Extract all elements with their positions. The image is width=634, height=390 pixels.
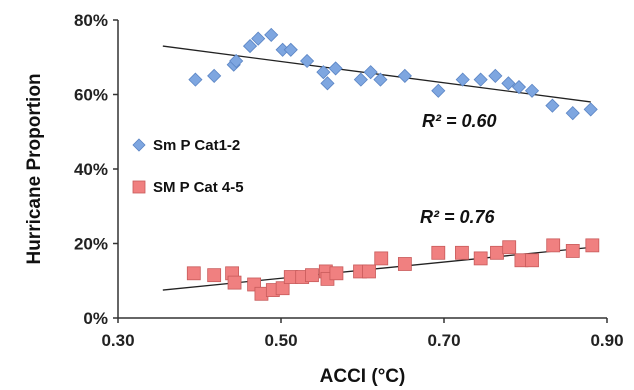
trendline-series-1 bbox=[162, 45, 591, 103]
data-point-series-1 bbox=[488, 68, 503, 83]
data-point-series-1 bbox=[300, 53, 315, 69]
y-tick-label: 60% bbox=[74, 86, 108, 105]
data-point-series-1 bbox=[583, 102, 598, 117]
data-point-series-1 bbox=[353, 72, 368, 87]
data-point-series-1 bbox=[283, 42, 298, 57]
r-squared-labels: R² = 0.60 R² = 0.76 bbox=[420, 111, 497, 227]
x-axis-title: ACCI (°C) bbox=[320, 366, 406, 387]
data-point-series-1 bbox=[565, 106, 580, 121]
data-point-series-2 bbox=[362, 264, 376, 279]
x-tick-label: 0.90 bbox=[590, 331, 623, 350]
x-tick-label: 0.50 bbox=[264, 331, 297, 350]
data-point-series-1 bbox=[501, 76, 516, 91]
y-tick-label: 80% bbox=[74, 11, 108, 30]
data-point-series-1 bbox=[363, 65, 378, 80]
data-point-series-1 bbox=[251, 31, 266, 46]
legend: Sm P Cat1-2 SM P Cat 4-5 bbox=[132, 137, 244, 196]
data-point-series-1 bbox=[431, 83, 446, 98]
data-point-series-1 bbox=[524, 83, 540, 98]
data-point-series-2 bbox=[374, 251, 389, 266]
data-point-series-1 bbox=[545, 98, 560, 113]
data-point-series-2 bbox=[585, 238, 600, 253]
data-point-series-2 bbox=[455, 245, 469, 260]
data-point-series-2 bbox=[525, 253, 539, 268]
data-point-series-1 bbox=[511, 79, 527, 95]
data-point-series-1 bbox=[207, 68, 222, 83]
data-point-series-1 bbox=[373, 72, 388, 87]
x-tick-label: 0.30 bbox=[101, 331, 134, 350]
legend-marker-series-2 bbox=[132, 180, 146, 194]
data-point-series-2 bbox=[186, 266, 201, 281]
legend-marker-series-1 bbox=[132, 138, 146, 152]
data-point-series-2 bbox=[565, 244, 580, 258]
data-point-series-2 bbox=[275, 281, 290, 296]
x-tick-label: 0.70 bbox=[427, 331, 460, 350]
data-point-series-2 bbox=[490, 245, 504, 260]
data-point-series-1 bbox=[397, 68, 412, 83]
data-point-series-1 bbox=[320, 76, 335, 91]
data-point-series-1 bbox=[328, 61, 343, 76]
data-point-series-2 bbox=[431, 245, 446, 260]
tick-labels: 0% 20% 40% 60% 80% 0.30 0.50 0.70 0.90 bbox=[74, 11, 624, 350]
r-squared-label-series-1: R² = 0.60 bbox=[422, 111, 497, 131]
r-squared-label-series-2: R² = 0.76 bbox=[420, 207, 496, 227]
axes bbox=[113, 19, 608, 323]
data-point-series-2 bbox=[305, 268, 319, 283]
data-point-series-1 bbox=[188, 72, 203, 87]
y-axis-title: Hurricane Proportion bbox=[24, 73, 45, 264]
data-point-series-1 bbox=[242, 39, 258, 54]
data-point-series-1 bbox=[473, 72, 488, 87]
data-point-series-1 bbox=[229, 53, 244, 69]
legend-label-series-1: Sm P Cat1-2 bbox=[153, 137, 240, 154]
data-point-series-2 bbox=[207, 268, 222, 283]
data-point-series-1 bbox=[264, 27, 279, 42]
data-point-series-1 bbox=[455, 72, 470, 87]
legend-label-series-2: SM P Cat 4-5 bbox=[153, 179, 244, 196]
data-point-series-2 bbox=[329, 266, 344, 281]
data-point-series-2 bbox=[502, 240, 517, 255]
y-tick-label: 40% bbox=[74, 160, 108, 179]
y-tick-label: 20% bbox=[74, 235, 108, 254]
data-point-series-2 bbox=[227, 275, 242, 290]
data-points bbox=[186, 27, 600, 301]
data-point-series-2 bbox=[397, 257, 412, 271]
y-tick-label: 0% bbox=[83, 309, 108, 328]
data-point-series-2 bbox=[473, 251, 488, 266]
data-point-series-1 bbox=[316, 65, 331, 80]
data-point-series-2 bbox=[546, 238, 561, 253]
